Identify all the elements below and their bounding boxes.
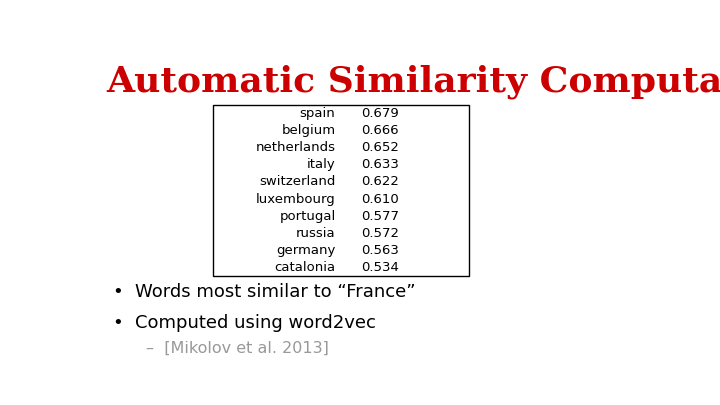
Text: 0.622: 0.622 (361, 175, 398, 188)
Text: 0.572: 0.572 (361, 227, 399, 240)
Text: 0.666: 0.666 (361, 124, 398, 137)
Text: 0.679: 0.679 (361, 107, 398, 120)
Text: netherlands: netherlands (256, 141, 336, 154)
Text: Automatic Similarity Computation: Automatic Similarity Computation (107, 64, 720, 99)
Text: 0.652: 0.652 (361, 141, 398, 154)
Text: 0.610: 0.610 (361, 192, 398, 206)
Text: 0.577: 0.577 (361, 210, 399, 223)
Text: •: • (112, 314, 123, 332)
Text: luxembourg: luxembourg (256, 192, 336, 206)
Text: portugal: portugal (279, 210, 336, 223)
Text: switzerland: switzerland (259, 175, 336, 188)
Text: italy: italy (307, 158, 336, 171)
Text: catalonia: catalonia (274, 261, 336, 274)
Text: –  [Mikolov et al. 2013]: – [Mikolov et al. 2013] (145, 341, 328, 356)
FancyBboxPatch shape (213, 105, 469, 276)
Text: spain: spain (300, 107, 336, 120)
Text: 0.563: 0.563 (361, 244, 398, 257)
Text: russia: russia (296, 227, 336, 240)
Text: germany: germany (276, 244, 336, 257)
Text: Computed using word2vec: Computed using word2vec (135, 314, 376, 332)
Text: 0.534: 0.534 (361, 261, 398, 274)
Text: 0.633: 0.633 (361, 158, 398, 171)
Text: belgium: belgium (282, 124, 336, 137)
Text: •: • (112, 283, 123, 301)
Text: Words most similar to “France”: Words most similar to “France” (135, 283, 415, 301)
